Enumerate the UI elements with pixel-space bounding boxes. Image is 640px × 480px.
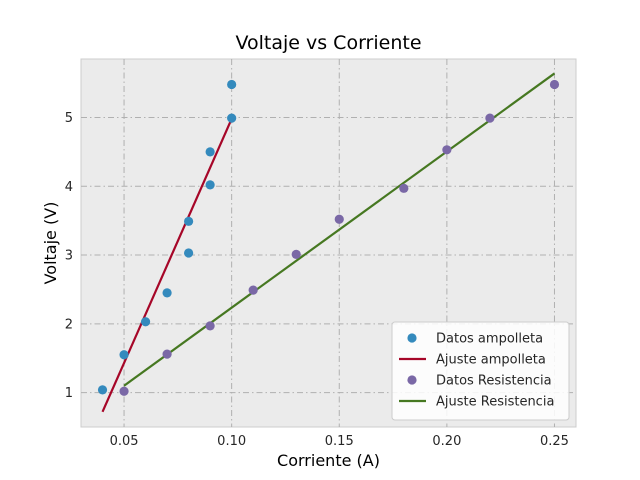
x-tick-label: 0.10 <box>217 434 246 449</box>
legend-label-datos-ampolleta: Datos ampolleta <box>436 332 543 347</box>
series-line-ajuste-resistencia <box>123 72 556 387</box>
legend-label-datos-resistencia: Datos Resistencia <box>436 374 552 389</box>
series-line-ajuste-ampolleta <box>101 118 233 413</box>
chart-title: Voltaje vs Corriente <box>235 32 421 54</box>
data-point-datos-resistencia <box>334 214 344 224</box>
y-axis-ticks: 1 2 3 4 5 <box>65 111 73 401</box>
y-tick-label: 3 <box>65 249 73 264</box>
data-point-datos-ampolleta <box>205 180 215 190</box>
data-point-datos-ampolleta <box>162 288 172 298</box>
data-point-datos-ampolleta <box>184 248 194 258</box>
fit-lines <box>101 72 556 413</box>
data-point-datos-ampolleta <box>97 385 108 395</box>
x-tick-label: 0.05 <box>110 434 139 449</box>
y-tick-label: 4 <box>65 180 73 195</box>
data-point-datos-resistencia <box>119 386 129 396</box>
data-point-datos-ampolleta <box>227 113 237 123</box>
data-points <box>97 79 560 396</box>
x-tick-label: 0.20 <box>432 434 461 449</box>
y-tick-label: 5 <box>65 111 73 126</box>
legend-marker-datos-ampolleta <box>407 333 417 343</box>
data-point-datos-resistencia <box>291 249 301 259</box>
data-point-datos-ampolleta <box>119 350 129 360</box>
data-point-datos-ampolleta <box>205 147 215 157</box>
y-axis-label: Voltaje (V) <box>41 202 60 285</box>
x-axis-label: Corriente (A) <box>277 451 380 470</box>
legend: Datos ampolleta Ajuste ampolleta Datos Res… <box>391 321 570 421</box>
legend-label-ajuste-resistencia: Ajuste Resistencia <box>436 395 554 410</box>
data-point-datos-ampolleta <box>227 79 237 90</box>
data-point-datos-resistencia <box>549 79 560 90</box>
legend-label-ajuste-ampolleta: Ajuste ampolleta <box>436 353 546 368</box>
legend-box <box>391 321 570 421</box>
data-point-datos-resistencia <box>205 321 215 331</box>
data-point-datos-ampolleta <box>140 317 151 327</box>
data-point-datos-resistencia <box>162 349 172 359</box>
x-tick-label: 0.25 <box>540 434 569 449</box>
data-point-datos-ampolleta <box>184 216 194 226</box>
legend-marker-datos-resistencia <box>407 375 417 385</box>
data-point-datos-resistencia <box>248 285 258 295</box>
data-point-datos-resistencia <box>485 113 495 123</box>
y-tick-label: 2 <box>65 317 73 332</box>
x-tick-label: 0.15 <box>325 434 354 449</box>
y-tick-label: 1 <box>65 386 73 401</box>
x-axis-ticks: 0.05 0.10 0.15 0.20 0.25 <box>110 434 569 449</box>
data-point-datos-resistencia <box>442 145 452 155</box>
data-point-datos-resistencia <box>399 183 409 193</box>
